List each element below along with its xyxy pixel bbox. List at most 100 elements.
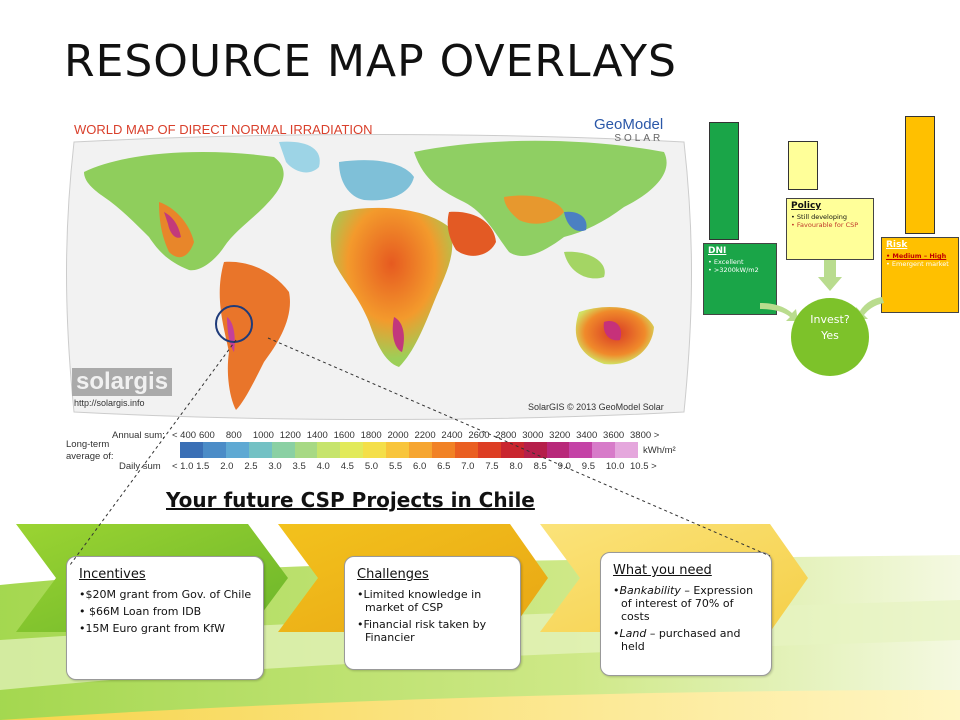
policy-box: Policy Still developing Favourable for C… xyxy=(786,198,874,260)
legend-tick-label: 3200 xyxy=(549,430,571,441)
europe xyxy=(339,160,414,201)
legend-tick-label: 2600 xyxy=(468,430,490,441)
legend-tick-label: 1800 xyxy=(360,430,382,441)
risk-box-item: Emergent market xyxy=(886,260,956,268)
legend-tick-label: 2.0 xyxy=(220,461,234,472)
legend-tick-label: 4.0 xyxy=(316,461,330,472)
risk-box-item: Medium – High xyxy=(886,252,956,260)
invest-question: Invest? xyxy=(810,313,850,326)
legend-tick-label: 1400 xyxy=(306,430,328,441)
legend-tick-label: 10.5 > xyxy=(630,461,657,472)
dni-box-item: >3200kW/m2 xyxy=(708,266,774,274)
slide-title: RESOURCE MAP OVERLAYS xyxy=(64,36,677,87)
legend-daily-ticks: < 1.0 1.5 2.0 2.5 3.0 3.5 4.0 4.5 5.0 5.5 6.0 6.5 7.… xyxy=(172,461,657,473)
legend-tick-label: 600 xyxy=(198,430,215,441)
invest-circle: Invest? Yes xyxy=(791,298,869,376)
legend-color-swatch xyxy=(431,442,455,458)
legend-tick-label: 1600 xyxy=(333,430,355,441)
card-what-you-need-item: Land – purchased and held xyxy=(613,627,765,653)
legend-color-swatch xyxy=(317,442,341,458)
legend-tick-label: 1200 xyxy=(279,430,301,441)
card-what-you-need-item: Bankability – Expression of interest of … xyxy=(613,584,765,623)
arrow-dni-icon xyxy=(760,303,798,321)
legend-unit: kWh/m² xyxy=(643,445,676,456)
legend-color-swatch xyxy=(409,442,432,458)
legend-color-swatch xyxy=(294,442,318,458)
irradiation-map xyxy=(64,112,694,472)
legend-tick-label: 3400 xyxy=(576,430,598,441)
legend-color-swatch xyxy=(523,442,547,458)
card-incentives-item: $20M grant from Gov. of Chile xyxy=(79,588,257,601)
legend-color-swatch xyxy=(454,442,478,458)
legend-color-swatch xyxy=(477,442,501,458)
geomodel-logo-text: GeoModel xyxy=(594,116,664,133)
south-america xyxy=(219,261,290,410)
legend-long-term-label: Long-term average of: xyxy=(66,439,114,463)
legend-tick-label: 3000 xyxy=(522,430,544,441)
legend-tick-label: 5.5 xyxy=(388,461,403,472)
legend-tick-label: 9.5 xyxy=(581,461,595,472)
legend-tick-label: 6.0 xyxy=(413,461,427,472)
legend-color-swatch xyxy=(386,442,410,458)
legend-tick-label: 3.5 xyxy=(292,461,306,472)
legend-tick-label: < 400 xyxy=(172,430,197,441)
legend-color-swatch xyxy=(271,442,295,458)
legend-tick-label: 7.5 xyxy=(485,461,499,472)
geomodel-logo: GeoModel SOLAR xyxy=(594,116,663,144)
dni-box: DNI Excellent >3200kW/m2 xyxy=(703,243,777,315)
legend-tick-label: 3.0 xyxy=(268,461,282,472)
invest-answer: Yes xyxy=(821,329,839,342)
legend-tick-label: 10.0 xyxy=(605,461,625,472)
legend-tick-label: 5.0 xyxy=(364,461,379,472)
legend-tick-label: 2400 xyxy=(441,430,463,441)
legend-color-swatch xyxy=(180,442,203,458)
legend-tick-label: 2.5 xyxy=(244,461,258,472)
dni-box-item: Excellent xyxy=(708,258,774,266)
legend-tick-label: 9.0 xyxy=(557,461,571,472)
north-america xyxy=(84,152,284,271)
policy-box-title: Policy xyxy=(791,201,822,211)
legend-tick-label: 7.0 xyxy=(461,461,475,472)
legend-annual-label: Annual sum: xyxy=(112,430,165,441)
legend-color-swatch xyxy=(592,442,616,458)
map-copyright: SolarGIS © 2013 GeoModel Solar xyxy=(528,402,664,412)
solargis-url: http://solargis.info xyxy=(74,398,145,408)
legend-tick-label: < 1.0 xyxy=(172,461,194,472)
card-challenges: Challenges Limited knowledge in market o… xyxy=(344,556,521,670)
legend-tick-label: 2800 xyxy=(495,430,517,441)
legend-tick-label: 8.5 xyxy=(533,461,547,472)
item-text: – Expression of interest of 70% of costs xyxy=(621,584,754,623)
card-incentives-item: 15M Euro grant from KfW xyxy=(79,622,257,635)
legend-tick-label: 3600 xyxy=(603,430,625,441)
card-incentives: Incentives $20M grant from Gov. of Chile… xyxy=(66,556,264,680)
card-challenges-item: Financial risk taken by Financier xyxy=(357,618,514,644)
legend-color-swatch xyxy=(500,442,524,458)
diagram-arrows xyxy=(760,260,884,321)
card-what-you-need-title: What you need xyxy=(613,563,712,578)
legend-tick-label: 1000 xyxy=(252,430,274,441)
risk-box-title: Risk xyxy=(886,240,908,250)
legend-color-swatch xyxy=(248,442,272,458)
legend-tick-label: 2000 xyxy=(387,430,409,441)
card-incentives-title: Incentives xyxy=(79,567,146,582)
card-challenges-title: Challenges xyxy=(357,567,429,582)
legend-tick-label: 1.5 xyxy=(196,461,210,472)
legend-annual-ticks: < 400 600 800 1000 1200 1400 1600 1800 2000 2200 2… xyxy=(172,430,659,442)
arrow-risk-icon xyxy=(856,297,884,319)
legend-color-swatch xyxy=(546,442,570,458)
item-emphasis: Bankability xyxy=(619,584,681,597)
policy-box-item: Still developing xyxy=(791,213,871,221)
solargis-logo: solargis xyxy=(72,368,173,396)
legend-tick-label: 800 xyxy=(225,430,242,441)
legend-color-swatch xyxy=(615,442,639,458)
risk-box: Risk Medium – High Emergent market xyxy=(881,237,959,313)
policy-bar xyxy=(788,141,818,190)
card-what-you-need: What you need Bankability – Expression o… xyxy=(600,552,772,676)
legend-long-term-line2: average of: xyxy=(66,451,114,462)
legend-color-swatch xyxy=(340,442,364,458)
africa xyxy=(330,207,453,367)
card-incentives-item: $66M Loan from IDB xyxy=(79,605,257,618)
dni-bar xyxy=(709,122,739,240)
map-title: WORLD MAP OF DIRECT NORMAL IRRADIATION xyxy=(74,122,373,137)
item-emphasis: Land xyxy=(619,627,647,640)
